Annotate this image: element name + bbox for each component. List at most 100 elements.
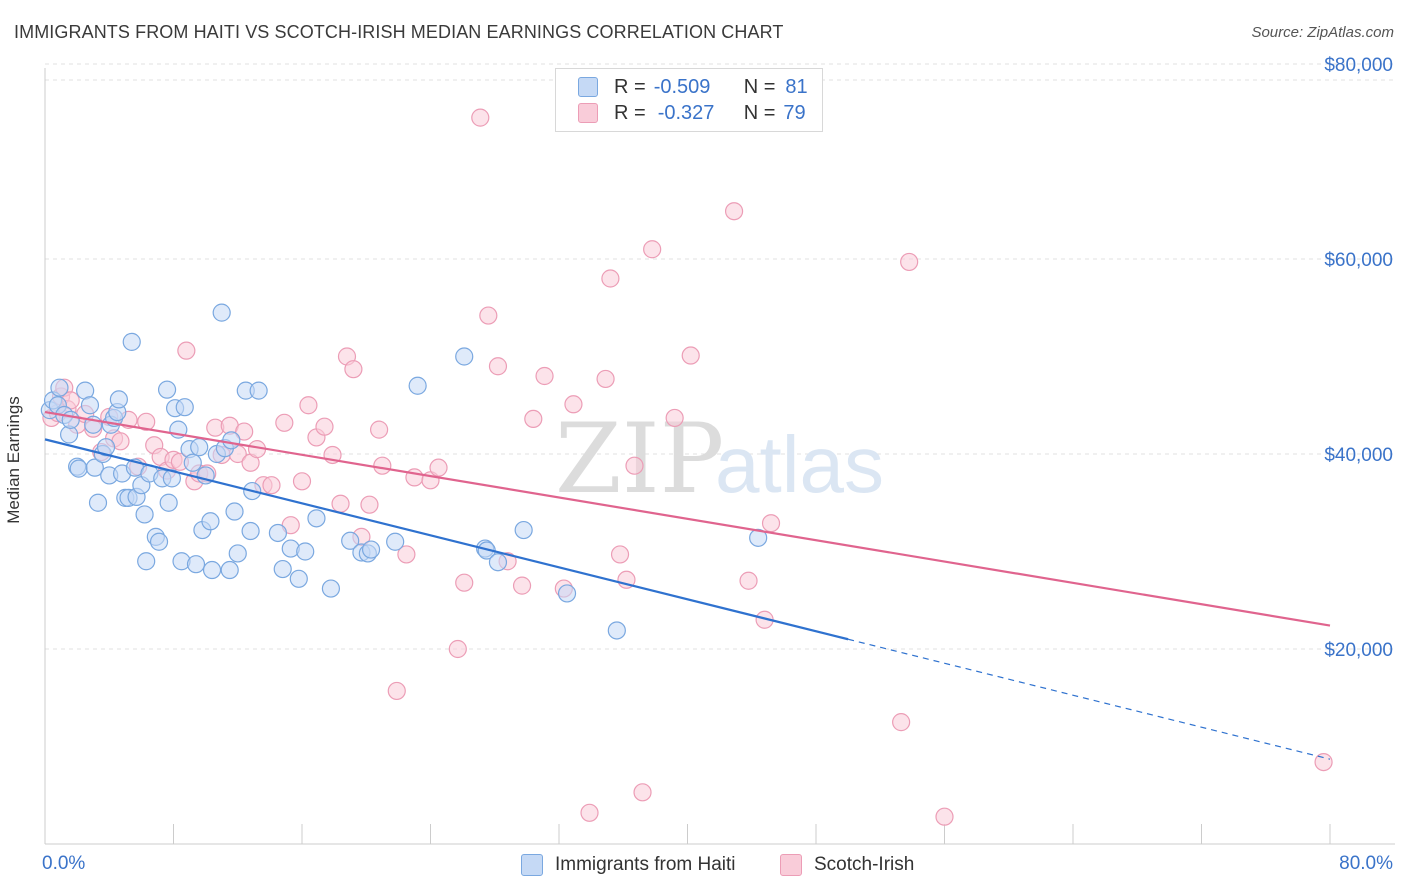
scotch-irish-point <box>429 458 448 477</box>
r-label: R = <box>614 101 646 124</box>
scotch-irish-point <box>275 413 294 432</box>
scotch-n-value: 79 <box>783 101 806 124</box>
scotch-irish-point <box>479 306 498 325</box>
scotch-irish-point <box>471 108 490 127</box>
y-tick-label: $60,000 <box>1324 250 1393 271</box>
stats-row-scotch: R = -0.327 N = 79 <box>578 102 806 124</box>
scotch-irish-point <box>724 202 744 221</box>
scotch-irish-point <box>1314 752 1333 772</box>
haiti-point <box>607 621 626 640</box>
scotch-irish-point <box>610 545 630 564</box>
scotch-irish-point <box>596 369 615 389</box>
haiti-point <box>122 332 141 351</box>
scotch-irish-point <box>601 269 620 288</box>
haiti-point <box>228 544 247 563</box>
haiti-point <box>307 509 326 528</box>
scotch-irish-point <box>137 412 156 431</box>
scotch-irish-point <box>315 417 334 436</box>
haiti-point <box>69 459 88 478</box>
haiti-point <box>408 376 427 395</box>
haiti-point <box>85 458 104 477</box>
watermark: ZIPatlas <box>555 403 884 515</box>
scotch-irish-point <box>580 803 599 822</box>
haiti-point <box>557 584 577 603</box>
r-label: R = <box>614 75 646 98</box>
scotch-irish-point <box>360 495 379 514</box>
haiti-point <box>455 347 474 366</box>
legend-item-haiti[interactable]: Immigrants from Haiti <box>521 853 736 877</box>
haiti-point <box>183 453 202 472</box>
legend-haiti-swatch <box>521 854 543 876</box>
scotch-irish-point <box>512 576 532 595</box>
legend-item-scotch[interactable]: Scotch-Irish <box>780 853 914 877</box>
y-tick-label: $40,000 <box>1324 445 1393 466</box>
scotch-irish-point <box>373 456 392 475</box>
n-label: N = <box>743 101 776 124</box>
haiti-point <box>157 380 177 399</box>
haiti-point <box>361 540 381 559</box>
haiti-point <box>88 493 108 512</box>
scotch-irish-point <box>397 545 416 564</box>
haiti-n-value: 81 <box>785 75 808 98</box>
y-tick-label: $80,000 <box>1324 55 1393 76</box>
scotch-irish-point <box>900 252 919 272</box>
haiti-point <box>249 381 268 400</box>
haiti-point <box>241 521 260 541</box>
haiti-point <box>341 531 360 550</box>
haiti-r-value: -0.509 <box>653 75 711 98</box>
scotch-irish-point <box>935 807 954 826</box>
x-tick-label-max: 80.0% <box>1339 853 1393 874</box>
scotch-irish-point <box>625 456 644 475</box>
gridlines <box>45 63 1395 650</box>
haiti-point <box>296 542 315 561</box>
chart-source: Source: ZipAtlas.com <box>1251 24 1394 41</box>
tick-labels: $20,000 $40,000 $60,000 $80,000 0.0% 80.0% <box>42 55 1393 874</box>
haiti-points <box>40 303 768 640</box>
scotch-irish-point <box>535 366 554 386</box>
scotch-irish-point <box>177 341 196 360</box>
haiti-point <box>222 431 241 450</box>
y-axis-label: Median Earnings <box>4 396 23 524</box>
haiti-point <box>149 532 169 551</box>
haiti-point <box>137 552 156 571</box>
correlation-stats-box: R = -0.509 N = 81 R = -0.327 N = 79 <box>555 68 823 132</box>
haiti-point <box>186 555 206 574</box>
scotch-irish-point <box>455 573 474 592</box>
haiti-point <box>212 303 231 322</box>
haiti-point <box>268 523 288 543</box>
scotch-irish-point <box>292 472 312 491</box>
haiti-point <box>175 398 194 417</box>
scotch-irish-point <box>524 409 543 428</box>
chart-title: IMMIGRANTS FROM HAITI VS SCOTCH-IRISH ME… <box>14 22 784 42</box>
haiti-point <box>225 502 244 521</box>
scotch-irish-point <box>665 408 684 428</box>
haiti-point <box>321 579 341 598</box>
scotch-irish-point <box>331 494 350 513</box>
axes <box>44 68 1395 845</box>
haiti-point <box>50 378 69 397</box>
haiti-point <box>135 505 154 524</box>
scotch-irish-trend-line <box>44 410 1331 627</box>
scotch-irish-point <box>235 422 254 441</box>
haiti-point <box>202 560 222 580</box>
scotch-irish-point <box>633 783 652 802</box>
legend-scotch-label: Scotch-Irish <box>814 854 915 875</box>
scotch-irish-point <box>370 420 389 439</box>
haiti-point <box>749 528 768 547</box>
haiti-point <box>159 493 178 512</box>
scotch-irish-point <box>262 476 281 495</box>
haiti-point <box>273 559 292 579</box>
scotch-irish-point <box>739 571 758 590</box>
legend-haiti-label: Immigrants from Haiti <box>555 854 736 875</box>
haiti-point <box>514 520 533 540</box>
haiti-swatch <box>578 77 598 97</box>
haiti-trend-line <box>44 438 849 641</box>
watermark-atlas: atlas <box>715 420 884 509</box>
haiti-point <box>109 390 128 409</box>
haiti-point <box>386 532 405 551</box>
stats-row-haiti: R = -0.509 N = 81 <box>578 76 808 98</box>
haiti-point <box>488 553 508 572</box>
haiti-point <box>190 438 209 457</box>
scotch-irish-point <box>564 395 583 414</box>
haiti-point <box>80 396 100 415</box>
